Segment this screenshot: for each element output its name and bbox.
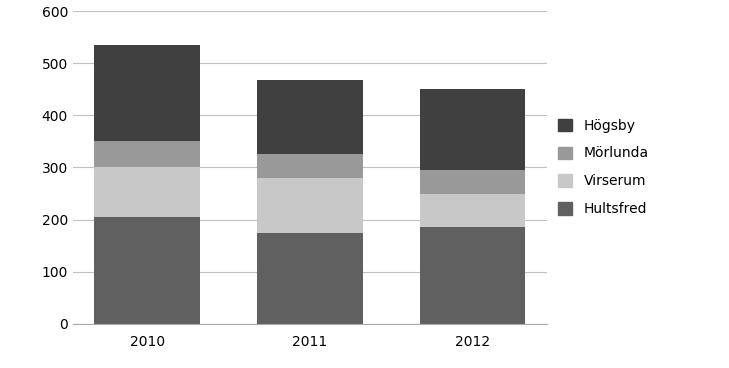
Bar [95, 167, 200, 217]
Legend: Högsby, Mörlunda, Virserum, Hultsfred: Högsby, Mörlunda, Virserum, Hultsfred [558, 118, 649, 216]
Bar [420, 227, 525, 324]
Bar [420, 170, 525, 194]
Bar [95, 217, 200, 324]
Bar [95, 141, 200, 167]
Bar [257, 178, 362, 233]
Bar [420, 89, 525, 170]
Bar [257, 155, 362, 178]
Bar [420, 194, 525, 227]
Bar [95, 45, 200, 141]
Bar [257, 80, 362, 155]
Bar [257, 233, 362, 324]
